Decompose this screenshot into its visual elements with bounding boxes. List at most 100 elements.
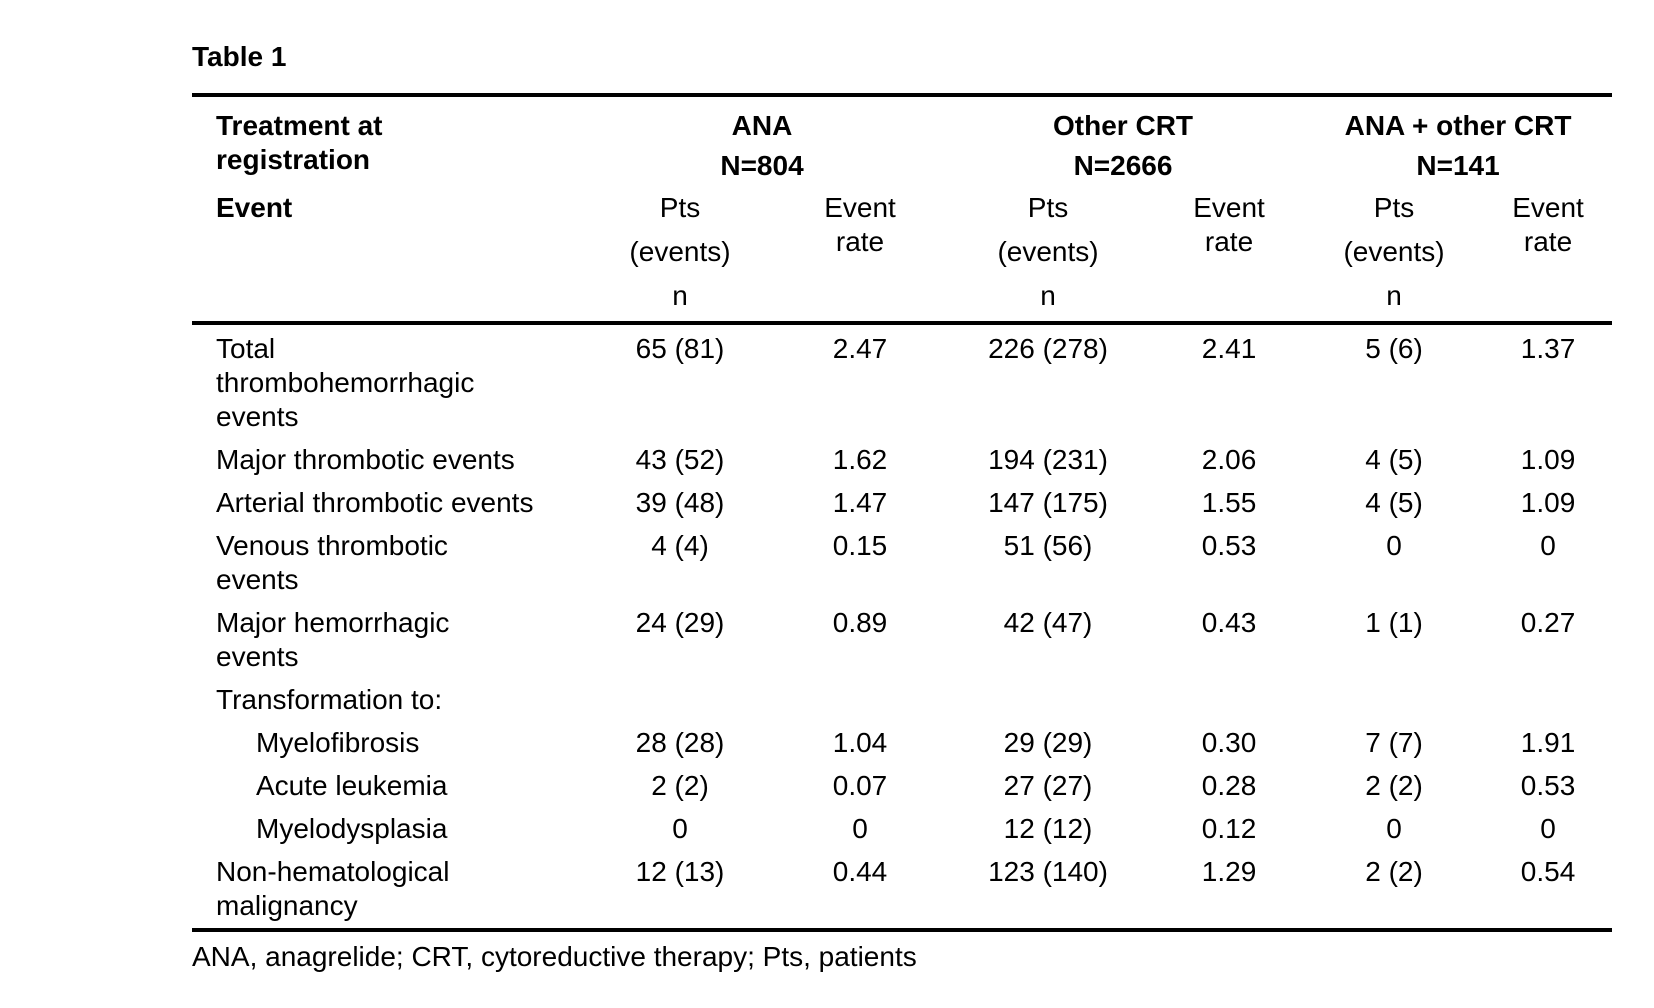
- value-cell: 0.53: [1201, 530, 1257, 561]
- value-cell: 24 (29): [635, 607, 725, 638]
- events-label: (events): [1343, 236, 1445, 267]
- value-cell: 1.47: [832, 487, 888, 518]
- table-row: Major thrombotic events 43 (52) 1.62 194 (2…: [192, 439, 1612, 482]
- value-cell: 2.06: [1201, 444, 1257, 475]
- event-label-line: malignancy: [216, 890, 358, 921]
- value-cell: 147 (175): [988, 487, 1108, 518]
- event-rate-line2: rate: [1523, 226, 1573, 257]
- group-n: N=2666: [1073, 150, 1173, 181]
- event-label-line: Major hemorrhagic: [216, 607, 450, 638]
- table-row: Arterial thrombotic events 39 (48) 1.47 147…: [192, 482, 1612, 525]
- group-n: N=804: [720, 150, 804, 181]
- event-label-cell: Total thrombohemorrhagic events: [192, 323, 582, 439]
- value-cell: 0.15: [832, 530, 888, 561]
- value-cell: 0.30: [1201, 727, 1257, 758]
- value-cell: 65 (81): [635, 333, 725, 364]
- value-cell: 2 (2): [1365, 770, 1423, 801]
- event-label-line: Transformation to:: [216, 684, 443, 715]
- event-label-cell: Myelofibrosis: [192, 722, 582, 765]
- event-label-cell: Major hemorrhagic events: [192, 602, 582, 679]
- table-row: Transformation to:: [192, 679, 1612, 722]
- value-cell: 5 (6): [1365, 333, 1423, 364]
- value-cell: 12 (13): [635, 856, 725, 887]
- table-row: Venous thrombotic events 4 (4) 0.15 51 (56) 0…: [192, 525, 1612, 602]
- value-cell: 0.43: [1201, 607, 1257, 638]
- value-cell: 0.12: [1201, 813, 1257, 844]
- event-label-line: Venous thrombotic: [216, 530, 448, 561]
- value-cell: 29 (29): [1003, 727, 1093, 758]
- table-row: Acute leukemia 2 (2) 0.07 27 (27) 0.28 2 (2) 0…: [192, 765, 1612, 808]
- n-label: n: [1386, 280, 1402, 311]
- event-label-line: Major thrombotic events: [216, 444, 515, 475]
- value-cell: 0.07: [832, 770, 888, 801]
- table-row: Major hemorrhagic events 24 (29) 0.89 42 (47…: [192, 602, 1612, 679]
- value-cell: [582, 679, 778, 722]
- value-cell: 51 (56): [1003, 530, 1093, 561]
- pts-label: Pts: [659, 192, 701, 223]
- event-label-line: Acute leukemia: [256, 770, 448, 801]
- value-cell: 1.91: [1520, 727, 1576, 758]
- event-rate-line1: Event: [1193, 192, 1265, 223]
- table-row: Non-hematological malignancy 12 (13) 0.44 12…: [192, 851, 1612, 930]
- group-header-ana-other-crt: ANA + other CRT N=141: [1304, 95, 1612, 183]
- value-cell: 0.54: [1520, 856, 1576, 887]
- treatment-header-line1: Treatment at: [216, 110, 383, 141]
- sub-header-row: Event Pts (events) n Event rate Pts (eve…: [192, 183, 1612, 323]
- table-row: Myelodysplasia 0 0 12 (12) 0.12 0 0: [192, 808, 1612, 851]
- group-name: ANA + other CRT: [1344, 110, 1572, 141]
- value-cell: 42 (47): [1003, 607, 1093, 638]
- event-label-line: events: [216, 641, 299, 672]
- value-cell: 1.09: [1520, 444, 1576, 475]
- table-row: Total thrombohemorrhagic events 65 (81) 2.47…: [192, 323, 1612, 439]
- event-column-header: Event: [216, 192, 293, 223]
- event-rate-line1: Event: [824, 192, 896, 223]
- group-name: Other CRT: [1053, 110, 1194, 141]
- value-cell: 7 (7): [1365, 727, 1423, 758]
- value-cell: [1484, 679, 1612, 722]
- events-label: (events): [997, 236, 1099, 267]
- data-table: Treatment at registration ANA N=804 Othe…: [192, 93, 1613, 932]
- pts-label: Pts: [1373, 192, 1415, 223]
- event-label-cell: Transformation to:: [192, 679, 582, 722]
- table-footnote: ANA, anagrelide; CRT, cytoreductive ther…: [192, 941, 917, 972]
- value-cell: 0: [852, 813, 868, 844]
- event-label-line: Non-hematological: [216, 856, 450, 887]
- n-label: n: [1040, 280, 1056, 311]
- table-row: Myelofibrosis 28 (28) 1.04 29 (29) 0.30 7 (7)…: [192, 722, 1612, 765]
- value-cell: 43 (52): [635, 444, 725, 475]
- pts-events-header-ana-other-crt: Pts (events) n: [1304, 183, 1484, 323]
- value-cell: 28 (28): [635, 727, 725, 758]
- value-cell: 27 (27): [1003, 770, 1093, 801]
- value-cell: [942, 679, 1154, 722]
- value-cell: 0: [1540, 530, 1556, 561]
- group-name: ANA: [731, 110, 793, 141]
- event-rate-header-ana-other-crt: Event rate: [1484, 183, 1612, 323]
- value-cell: 0: [1386, 530, 1402, 561]
- event-label-line: Myelofibrosis: [256, 727, 420, 758]
- value-cell: 0.53: [1520, 770, 1576, 801]
- event-rate-line2: rate: [835, 226, 885, 257]
- group-header-row: Treatment at registration ANA N=804 Othe…: [192, 95, 1612, 183]
- group-header-other-crt: Other CRT N=2666: [942, 95, 1304, 183]
- n-label: n: [672, 280, 688, 311]
- group-header-ana: ANA N=804: [582, 95, 942, 183]
- value-cell: 1.55: [1201, 487, 1257, 518]
- event-rate-header-other-crt: Event rate: [1154, 183, 1304, 323]
- group-n: N=141: [1416, 150, 1500, 181]
- event-rate-header-ana: Event rate: [778, 183, 942, 323]
- value-cell: 39 (48): [635, 487, 725, 518]
- value-cell: 123 (140): [988, 856, 1108, 887]
- value-cell: 1.29: [1201, 856, 1257, 887]
- event-rate-line2: rate: [1204, 226, 1254, 257]
- value-cell: 0: [672, 813, 688, 844]
- value-cell: 2 (2): [651, 770, 709, 801]
- table-header: Treatment at registration ANA N=804 Othe…: [192, 95, 1613, 323]
- treatment-at-registration-header: Treatment at registration: [192, 95, 582, 183]
- value-cell: 0.44: [832, 856, 888, 887]
- pts-events-header-ana: Pts (events) n: [582, 183, 778, 323]
- value-cell: 2.47: [832, 333, 888, 364]
- value-cell: 1.62: [832, 444, 888, 475]
- table-title: Table 1: [192, 41, 287, 72]
- value-cell: 12 (12): [1003, 813, 1093, 844]
- value-cell: 4 (5): [1365, 444, 1423, 475]
